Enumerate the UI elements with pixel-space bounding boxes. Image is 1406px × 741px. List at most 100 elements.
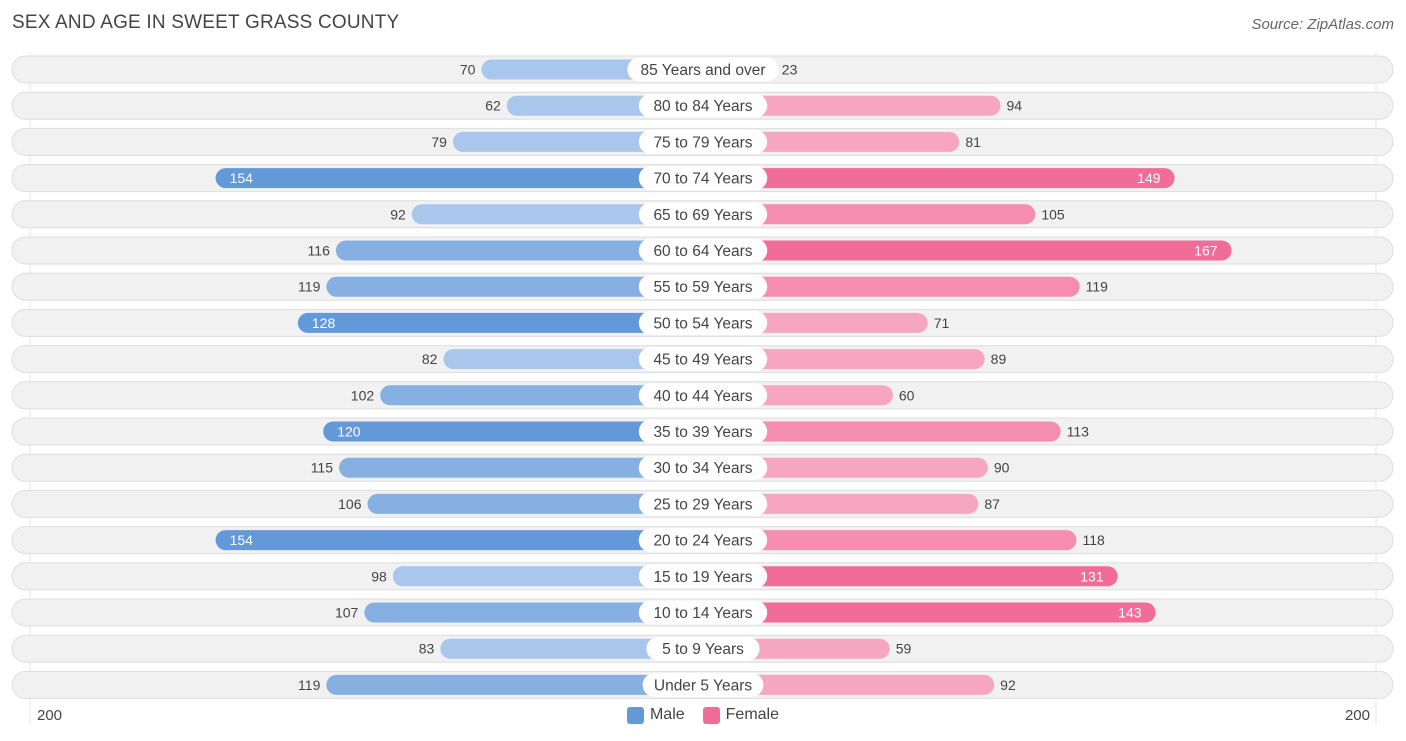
- category-pill: [638, 274, 768, 299]
- value-label-female: 71: [934, 315, 950, 331]
- category-label: 60 to 64 Years: [653, 243, 752, 260]
- category-label: 15 to 19 Years: [653, 569, 752, 586]
- category-pill: [638, 93, 768, 118]
- value-label-male: 154: [230, 532, 254, 548]
- value-label-female: 131: [1080, 568, 1104, 584]
- bar-female: [703, 349, 985, 370]
- category-label: 65 to 69 Years: [653, 207, 752, 224]
- value-label-male: 119: [298, 279, 321, 295]
- bar-female: [703, 602, 1156, 623]
- category-pill: [638, 491, 768, 516]
- value-label-female: 105: [1041, 206, 1065, 222]
- value-label-male: 70: [460, 62, 476, 78]
- legend-item-male: Male: [626, 706, 685, 724]
- category-label: 10 to 14 Years: [653, 605, 752, 622]
- bar-male: [367, 493, 703, 514]
- bar-female: [703, 421, 1061, 442]
- category-label: 50 to 54 Years: [653, 315, 752, 332]
- bar-female: [703, 674, 995, 695]
- bar-female: [703, 276, 1080, 297]
- category-pill: [638, 455, 768, 480]
- bar-female: [703, 566, 1118, 587]
- category-pill: [627, 57, 779, 82]
- category-pill: [638, 600, 768, 625]
- legend-label-male: Male: [649, 706, 685, 723]
- value-label-male: 116: [308, 243, 331, 259]
- value-label-female: 81: [965, 134, 981, 150]
- axis-right-label: 200: [1344, 707, 1370, 724]
- category-pill: [638, 202, 768, 227]
- value-label-male: 98: [371, 568, 387, 584]
- value-label-male: 92: [390, 206, 406, 222]
- bar-male: [339, 457, 703, 478]
- value-label-male: 107: [335, 605, 359, 621]
- value-label-female: 94: [1007, 98, 1023, 114]
- category-label: 35 to 39 Years: [653, 424, 752, 441]
- value-label-female: 59: [896, 641, 912, 657]
- category-pill: [638, 166, 768, 191]
- legend-item-female: Female: [702, 706, 780, 724]
- bar-female: [703, 168, 1175, 189]
- category-pill: [638, 129, 768, 154]
- source-label: Source: ZipAtlas.com: [1251, 16, 1394, 33]
- value-label-female: 143: [1118, 605, 1142, 621]
- value-label-male: 120: [337, 424, 361, 440]
- value-label-female: 92: [1000, 677, 1016, 693]
- bar-male: [380, 385, 703, 406]
- value-label-male: 83: [419, 641, 435, 657]
- category-pill: [638, 419, 768, 444]
- bar-female: [703, 493, 979, 514]
- bar-male: [443, 349, 703, 370]
- value-label-male: 106: [338, 496, 362, 512]
- bar-male: [323, 421, 703, 442]
- bar-female: [703, 457, 988, 478]
- value-label-male: 82: [422, 351, 438, 367]
- bar-male: [392, 566, 703, 587]
- bar-female: [703, 204, 1036, 225]
- category-pill: [638, 238, 768, 263]
- category-pill: [638, 347, 768, 372]
- value-label-male: 79: [431, 134, 447, 150]
- value-label-female: 60: [899, 387, 915, 403]
- bar-male: [297, 312, 703, 333]
- value-label-female: 89: [991, 351, 1007, 367]
- bar-female: [703, 95, 1001, 116]
- category-pill: [638, 383, 768, 408]
- bar-female: [703, 240, 1232, 261]
- category-label: 70 to 74 Years: [653, 171, 752, 188]
- value-label-male: 62: [485, 98, 501, 114]
- bar-female: [703, 131, 960, 152]
- legend-swatch-male: [626, 706, 644, 724]
- value-label-female: 113: [1067, 424, 1090, 440]
- value-label-female: 167: [1194, 243, 1218, 259]
- bar-male: [215, 530, 703, 551]
- bar-male: [215, 168, 703, 189]
- value-label-female: 90: [994, 460, 1010, 476]
- category-label: 75 to 79 Years: [653, 134, 752, 151]
- category-label: 30 to 34 Years: [653, 460, 752, 477]
- value-label-male: 115: [311, 460, 334, 476]
- category-label: 5 to 9 Years: [662, 641, 744, 658]
- category-pill: [638, 528, 768, 553]
- category-label: Under 5 Years: [654, 677, 752, 694]
- value-label-female: 118: [1082, 532, 1105, 548]
- value-label-female: 119: [1086, 279, 1109, 295]
- category-pill: [646, 636, 760, 661]
- legend-swatch-female: [702, 706, 720, 724]
- legend: Male Female: [0, 706, 1406, 724]
- value-label-male: 102: [351, 387, 375, 403]
- value-label-male: 154: [230, 170, 254, 186]
- category-pill: [642, 672, 764, 697]
- category-label: 25 to 29 Years: [653, 496, 752, 513]
- category-label: 40 to 44 Years: [653, 388, 752, 405]
- value-label-male: 119: [298, 677, 321, 693]
- bar-male: [335, 240, 703, 261]
- category-label: 55 to 59 Years: [653, 279, 752, 296]
- legend-label-female: Female: [725, 706, 780, 723]
- category-label: 80 to 84 Years: [653, 98, 752, 115]
- chart-title: SEX AND AGE IN SWEET GRASS COUNTY: [12, 12, 400, 33]
- category-pill: [638, 564, 768, 589]
- category-label: 45 to 49 Years: [653, 352, 752, 369]
- bar-male: [326, 674, 703, 695]
